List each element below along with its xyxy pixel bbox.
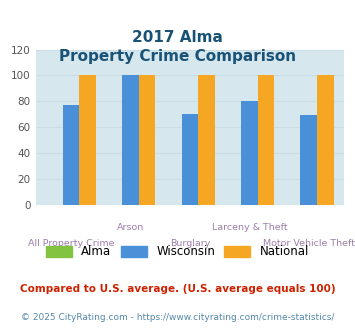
Text: Motor Vehicle Theft: Motor Vehicle Theft: [263, 239, 355, 248]
Bar: [300, 115, 317, 205]
Bar: [241, 101, 258, 205]
Bar: [122, 75, 139, 205]
Text: © 2025 CityRating.com - https://www.cityrating.com/crime-statistics/: © 2025 CityRating.com - https://www.city…: [21, 313, 334, 322]
Text: Compared to U.S. average. (U.S. average equals 100): Compared to U.S. average. (U.S. average …: [20, 284, 335, 294]
Bar: [198, 75, 215, 205]
Bar: [63, 105, 80, 205]
Text: 2017 Alma: 2017 Alma: [132, 30, 223, 45]
Bar: [139, 75, 155, 205]
Bar: [80, 75, 96, 205]
Bar: [317, 75, 334, 205]
Bar: [258, 75, 274, 205]
Text: All Property Crime: All Property Crime: [28, 239, 114, 248]
Text: Property Crime Comparison: Property Crime Comparison: [59, 50, 296, 64]
Bar: [182, 114, 198, 205]
Text: Burglary: Burglary: [170, 239, 210, 248]
Text: Larceny & Theft: Larceny & Theft: [212, 223, 287, 232]
Legend: Alma, Wisconsin, National: Alma, Wisconsin, National: [41, 241, 314, 263]
Text: Arson: Arson: [117, 223, 144, 232]
